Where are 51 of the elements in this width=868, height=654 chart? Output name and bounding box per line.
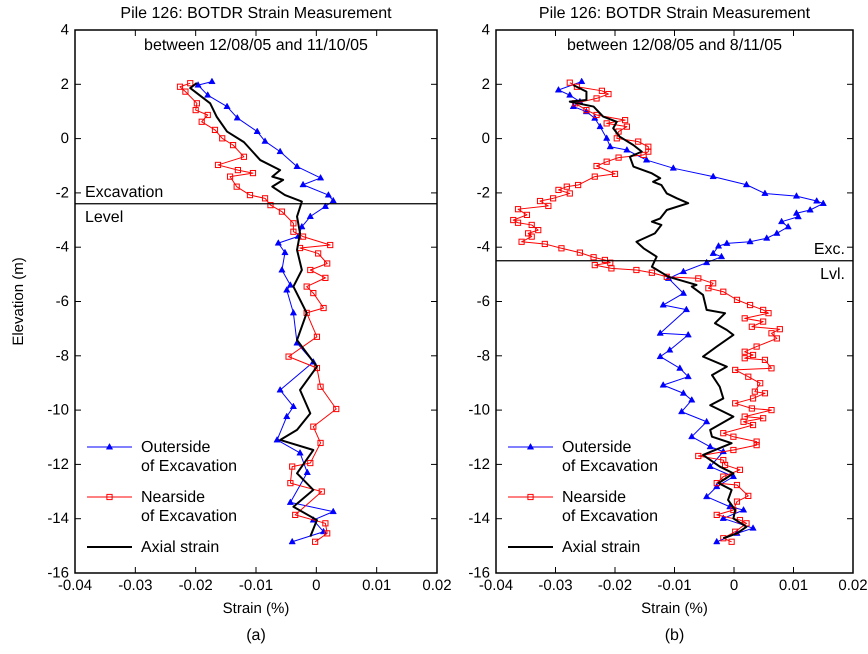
chart-title: Pile 126: BOTDR Strain Measurement	[120, 5, 392, 22]
y-tick-label: -6	[56, 293, 69, 310]
x-tick-label: -0.03	[118, 577, 152, 594]
x-tick-label: -0.01	[657, 577, 692, 594]
text: (b)	[664, 627, 684, 644]
y-tick-label: -8	[476, 347, 490, 364]
x-tick-label: -0.04	[58, 577, 92, 594]
x-tick-label: 0	[730, 577, 738, 594]
y-tick-label: -6	[476, 293, 490, 310]
y-tick-label: -14	[468, 510, 490, 528]
chart-subtitle: between 12/08/05 and 8/11/05	[567, 37, 782, 54]
x-tick-label: 0.01	[778, 577, 808, 594]
x-tick-label: -0.04	[478, 577, 514, 594]
x-tick-label: 0.02	[838, 577, 868, 594]
y-tick-label: 2	[482, 76, 490, 93]
ref-line-label: Excavation Level	[85, 184, 164, 226]
y-tick-label: -4	[56, 238, 69, 256]
y-tick-label: -8	[56, 347, 69, 364]
x-tick-label: -0.02	[178, 577, 213, 594]
y-tick-label: 0	[60, 130, 69, 148]
y-tick-label: 4	[482, 22, 490, 38]
legend-label: Axial strain	[141, 538, 220, 556]
y-tick-label: 2	[60, 76, 69, 93]
legend-label: Outerside of Excavation	[141, 438, 238, 474]
x-tick-label: 0	[312, 577, 321, 594]
ref-line-label: Exc. Lvl.	[814, 240, 845, 283]
y-tick-label: -2	[476, 184, 490, 202]
y-tick-label: 4	[60, 22, 69, 38]
x-tick-label: -0.01	[238, 577, 274, 594]
y-axis-title: Elevation (m)	[10, 257, 27, 346]
y-tick-label: -4	[476, 238, 490, 256]
y-tick-label: -14	[47, 510, 69, 528]
x-axis-title: Strain (%)	[222, 600, 290, 617]
y-tick-label: -2	[56, 184, 69, 202]
legend-label: Nearside of Excavation	[141, 488, 238, 524]
chart-title: Pile 126: BOTDR Strain Measurement	[538, 5, 811, 22]
x-tick-label: 0.01	[362, 577, 392, 594]
x-axis-title: Strain (%)	[641, 600, 708, 617]
y-tick-label: -10	[468, 402, 490, 419]
x-tick-label: -0.03	[538, 577, 573, 594]
x-tick-label: -0.02	[598, 577, 632, 594]
legend-label: Axial strain	[562, 538, 640, 556]
chart-subtitle: between 12/08/05 and 11/10/05	[144, 37, 368, 54]
y-tick-label: -12	[468, 456, 490, 473]
legend-label: Outerside of Excavation	[562, 438, 658, 474]
legend-label: Nearside of Excavation	[562, 488, 658, 524]
y-tick-label: -12	[47, 456, 69, 473]
y-tick-label: 0	[482, 130, 490, 148]
x-tick-label: 0.02	[422, 577, 452, 594]
y-tick-label: -10	[47, 402, 69, 419]
text: (a)	[246, 627, 266, 644]
